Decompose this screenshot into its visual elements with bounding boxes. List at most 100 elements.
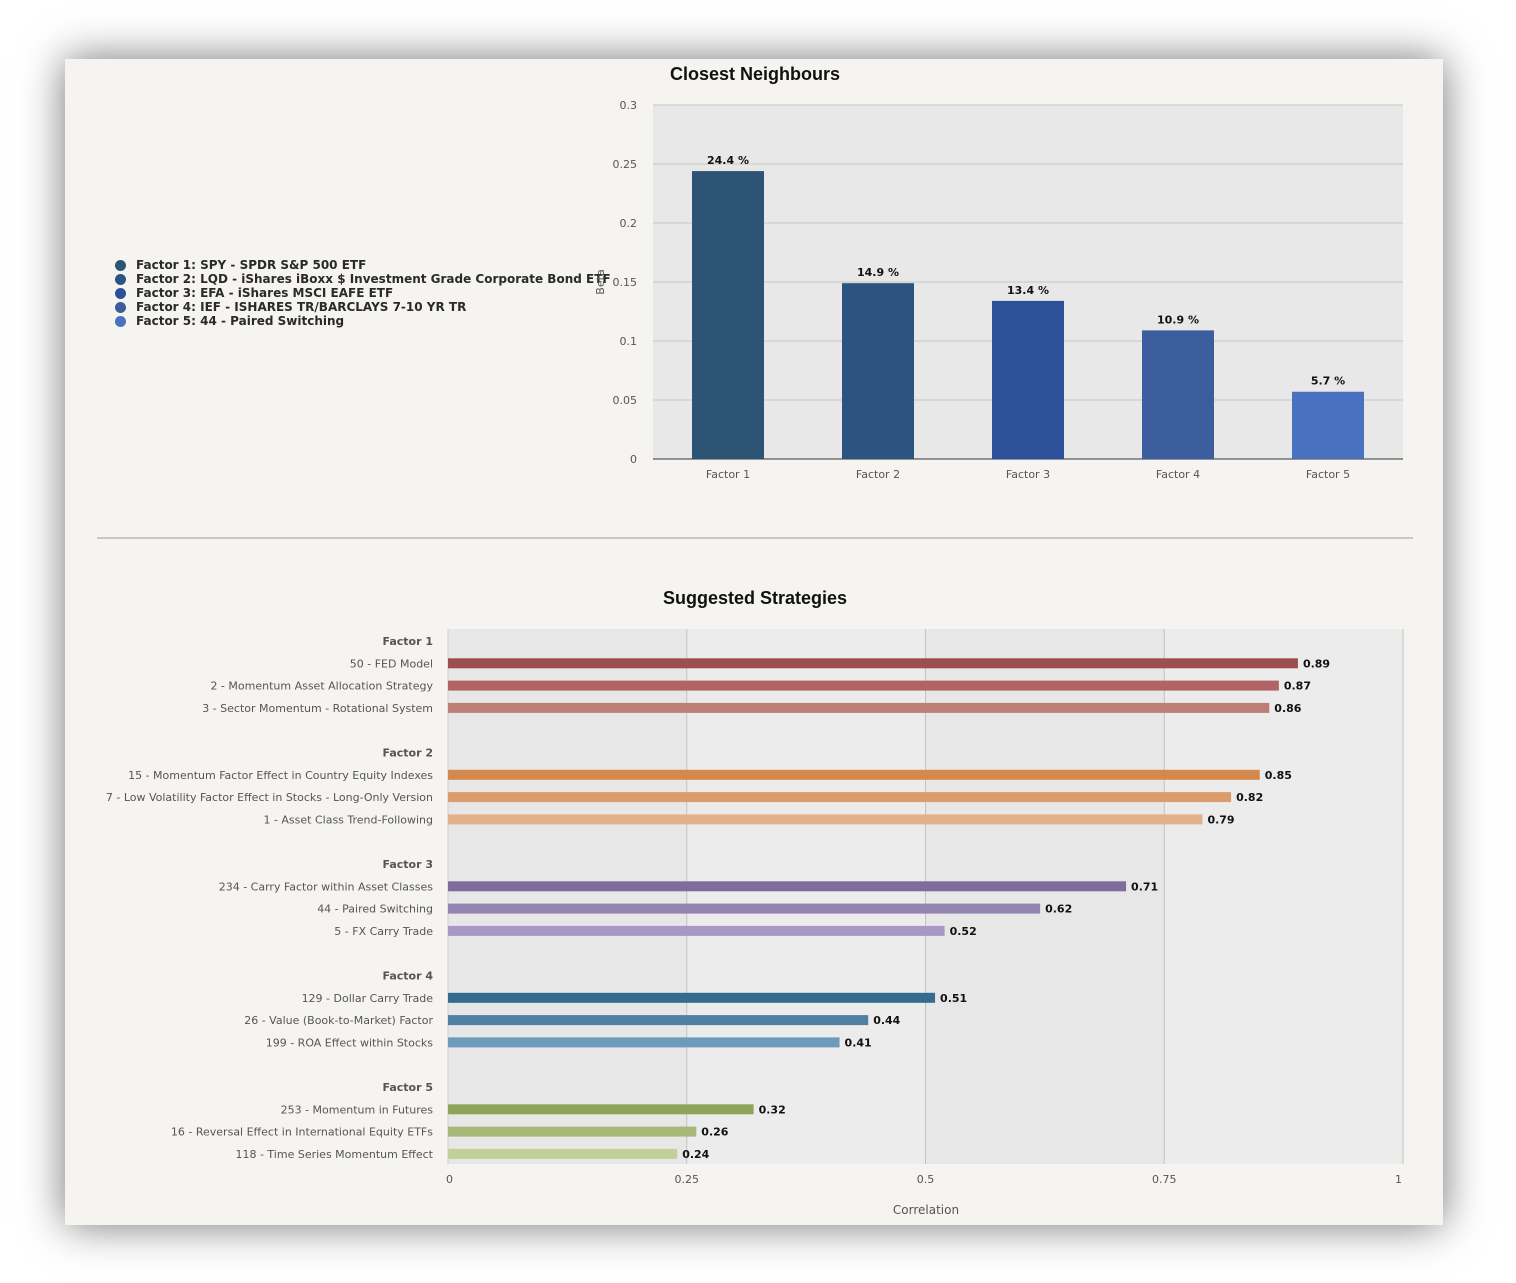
bar[interactable] <box>448 1015 869 1026</box>
legend-item[interactable]: Factor 5: 44 - Paired Switching <box>115 314 611 328</box>
neighbours-title: Closest Neighbours <box>670 64 840 84</box>
neighbours-chart: 0 0.05 0.1 0.15 0.2 0.25 0.3 24.4 % Factor 1 14.9… <box>613 99 1403 481</box>
x-tick-label: Factor 4 <box>1156 468 1200 481</box>
bar[interactable] <box>448 680 1279 691</box>
data-label: 0.86 <box>1274 702 1301 715</box>
bar[interactable] <box>448 1037 840 1048</box>
x-axis-label: Correlation <box>893 1203 959 1217</box>
data-label: 0.32 <box>759 1103 786 1116</box>
bar[interactable] <box>1142 330 1214 459</box>
y-tick-label: 0.3 <box>620 99 638 112</box>
data-label: 13.4 % <box>1007 284 1049 297</box>
category-label: 1 - Asset Class Trend-Following <box>263 813 433 826</box>
x-tick-label: Factor 2 <box>856 468 900 481</box>
legend-item[interactable]: Factor 2: LQD - iShares iBoxx $ Investme… <box>115 272 611 286</box>
strategies-chart: 0 0.25 0.5 0.75 1 Factor 1 50 - FED Model 0.89 2… <box>106 629 1404 1186</box>
legend-label: Factor 1: SPY - SPDR S&P 500 ETF <box>136 258 367 272</box>
legend-label: Factor 4: IEF - ISHARES TR/BARCLAYS 7-10… <box>136 300 467 314</box>
bar[interactable] <box>448 658 1298 669</box>
data-label: 0.62 <box>1045 903 1072 916</box>
data-label: 0.82 <box>1236 791 1263 804</box>
plot-band <box>448 629 687 1164</box>
category-label: 253 - Momentum in Futures <box>281 1103 434 1116</box>
data-label: 10.9 % <box>1157 313 1199 326</box>
data-label: 14.9 % <box>857 266 899 279</box>
group-label: Factor 5 <box>382 1081 433 1094</box>
legend-marker <box>115 273 126 285</box>
data-label: 0.79 <box>1207 813 1234 826</box>
legend-item[interactable]: Factor 1: SPY - SPDR S&P 500 ETF <box>115 258 611 272</box>
category-label: 16 - Reversal Effect in International Eq… <box>171 1126 433 1139</box>
category-label: 15 - Momentum Factor Effect in Country E… <box>128 769 433 782</box>
legend-label: Factor 5: 44 - Paired Switching <box>136 314 345 328</box>
y-tick-label: 0.1 <box>620 335 638 348</box>
data-label: 0.85 <box>1265 769 1292 782</box>
data-label: 0.24 <box>682 1148 709 1161</box>
x-tick-label: 0.5 <box>917 1173 935 1186</box>
bar[interactable] <box>448 769 1260 780</box>
legend-label: Factor 2: LQD - iShares iBoxx $ Investme… <box>136 272 611 286</box>
legend-item[interactable]: Factor 4: IEF - ISHARES TR/BARCLAYS 7-10… <box>115 300 611 314</box>
category-label: 44 - Paired Switching <box>317 903 433 916</box>
bar[interactable] <box>448 1126 697 1137</box>
data-label: 0.71 <box>1131 880 1158 893</box>
x-tick-label: 0.25 <box>675 1173 700 1186</box>
legend-marker <box>115 301 126 313</box>
group-label: Factor 1 <box>382 635 433 648</box>
category-label: 129 - Dollar Carry Trade <box>302 992 434 1005</box>
x-tick-label: 0.75 <box>1152 1173 1177 1186</box>
category-label: 50 - FED Model <box>350 657 433 670</box>
data-label: 0.52 <box>950 925 977 938</box>
category-label: 26 - Value (Book-to-Market) Factor <box>244 1014 433 1027</box>
legend-marker <box>115 259 126 271</box>
category-label: 2 - Momentum Asset Allocation Strategy <box>210 680 433 693</box>
data-label: 0.26 <box>701 1126 728 1139</box>
category-label: 199 - ROA Effect within Stocks <box>266 1036 434 1049</box>
bar[interactable] <box>448 992 936 1003</box>
bar[interactable] <box>448 925 945 936</box>
bar[interactable] <box>448 881 1127 892</box>
data-label: 0.41 <box>845 1036 872 1049</box>
x-tick-label: Factor 3 <box>1006 468 1050 481</box>
strategies-title: Suggested Strategies <box>663 588 847 608</box>
legend-marker <box>115 287 126 299</box>
bar[interactable] <box>448 792 1232 803</box>
legend-marker <box>115 315 126 327</box>
y-axis-label: Beta <box>594 269 607 294</box>
y-tick-label: 0 <box>630 453 637 466</box>
bar[interactable] <box>448 702 1270 713</box>
group-label: Factor 4 <box>382 970 433 983</box>
bar[interactable] <box>1292 391 1364 459</box>
y-tick-label: 0.2 <box>620 217 638 230</box>
data-label: 0.87 <box>1284 680 1311 693</box>
y-tick-label: 0.15 <box>613 276 638 289</box>
bar[interactable] <box>448 814 1203 825</box>
bar[interactable] <box>992 300 1064 459</box>
category-label: 3 - Sector Momentum - Rotational System <box>202 702 433 715</box>
x-tick-label: Factor 5 <box>1306 468 1350 481</box>
data-label: 0.89 <box>1303 657 1330 670</box>
data-label: 5.7 % <box>1311 375 1345 388</box>
group-label: Factor 2 <box>382 747 433 760</box>
category-label: 5 - FX Carry Trade <box>334 925 433 938</box>
bar[interactable] <box>692 171 764 459</box>
category-label: 7 - Low Volatility Factor Effect in Stoc… <box>106 791 433 804</box>
data-label: 0.51 <box>940 992 967 1005</box>
factor-legend: Factor 1: SPY - SPDR S&P 500 ETF Factor 2… <box>115 258 611 328</box>
group-label: Factor 3 <box>382 858 433 871</box>
x-tick-label: 0 <box>446 1173 453 1186</box>
plot-band <box>925 629 1165 1164</box>
y-tick-label: 0.25 <box>613 158 638 171</box>
bar[interactable] <box>448 1148 678 1159</box>
data-label: 0.44 <box>873 1014 900 1027</box>
y-tick-label: 0.05 <box>613 394 638 407</box>
plot-band <box>1164 629 1403 1164</box>
category-label: 118 - Time Series Momentum Effect <box>235 1148 433 1161</box>
plot-band <box>686 629 926 1164</box>
data-label: 24.4 % <box>707 154 749 167</box>
legend-item[interactable]: Factor 3: EFA - iShares MSCI EAFE ETF <box>115 286 611 300</box>
bar[interactable] <box>842 283 914 459</box>
bar[interactable] <box>448 903 1041 914</box>
bar[interactable] <box>448 1104 754 1115</box>
